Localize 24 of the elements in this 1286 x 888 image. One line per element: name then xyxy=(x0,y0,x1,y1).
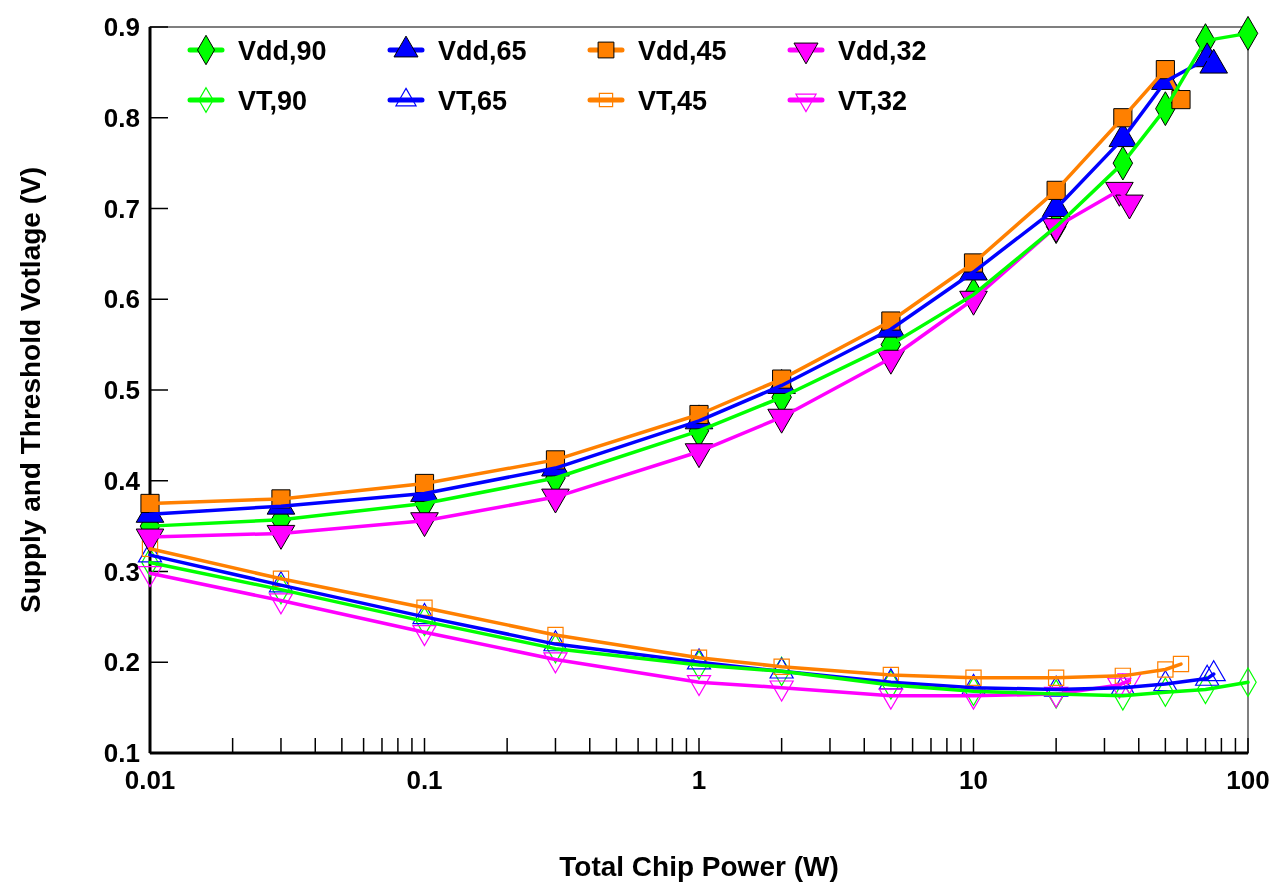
x-tick-label: 0.01 xyxy=(124,765,176,795)
legend-label: Vdd,65 xyxy=(438,36,527,66)
x-tick-label: 100 xyxy=(1226,765,1270,795)
x-tick-label: 10 xyxy=(959,765,988,795)
y-tick-label: 0.8 xyxy=(103,102,140,133)
y-tick-label: 0.3 xyxy=(103,556,140,587)
legend-label: VT,65 xyxy=(438,86,508,116)
legend-label: VT,90 xyxy=(238,86,308,116)
y-tick-label: 0.7 xyxy=(103,193,140,224)
legend-label: Vdd,32 xyxy=(838,36,927,66)
y-tick-label: 0.2 xyxy=(103,647,140,678)
x-axis-title: Total Chip Power (W) xyxy=(559,851,839,882)
legend-label: VT,45 xyxy=(638,86,708,116)
legend-label: Vdd,90 xyxy=(238,36,327,66)
y-tick-label: 0.5 xyxy=(103,375,140,405)
y-tick-label: 0.9 xyxy=(103,12,140,42)
legend-label: Vdd,45 xyxy=(638,36,727,66)
x-tick-label: 1 xyxy=(691,765,707,795)
legend-label: VT,32 xyxy=(838,86,908,116)
y-axis-title: Supply and Threshold Votlage (V) xyxy=(15,167,46,613)
x-tick-label: 0.1 xyxy=(406,765,443,795)
y-tick-label: 0.6 xyxy=(103,284,140,315)
y-tick-label: 0.4 xyxy=(103,465,141,496)
y-tick-label: 0.1 xyxy=(103,738,140,768)
